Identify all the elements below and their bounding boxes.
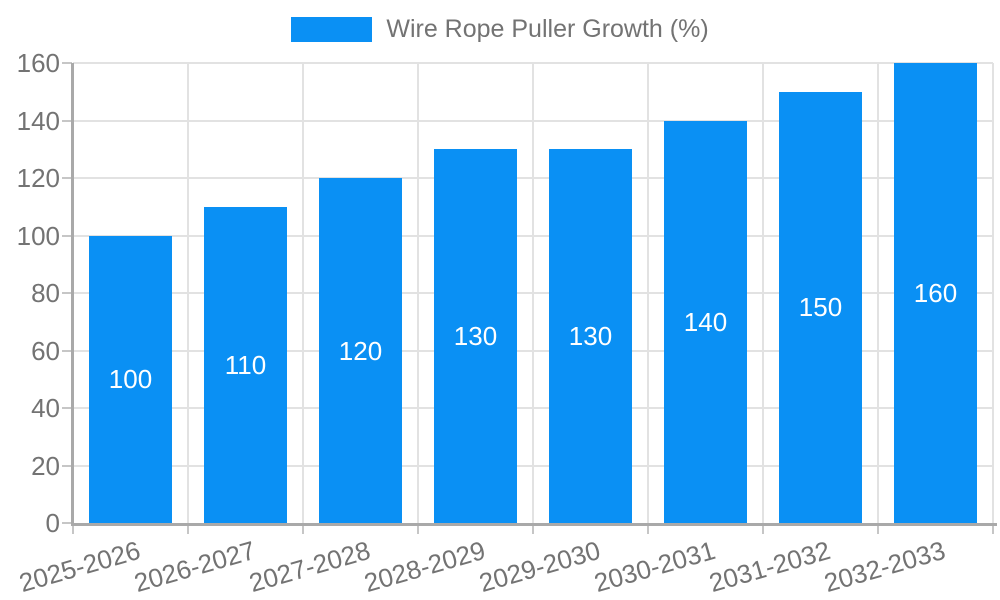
x-gridline — [762, 63, 764, 523]
y-tick-mark — [62, 62, 72, 64]
y-tick-label: 20 — [31, 450, 60, 481]
bar — [204, 206, 287, 523]
x-tick-mark — [762, 523, 764, 534]
bar-value-label: 100 — [108, 364, 153, 395]
y-tick-label: 80 — [31, 278, 60, 308]
x-gridline — [187, 63, 189, 523]
x-tick-mark — [992, 523, 994, 534]
x-tick-mark — [417, 523, 419, 534]
x-tick-mark — [72, 523, 74, 534]
x-gridline — [417, 63, 419, 523]
x-gridline — [647, 63, 649, 523]
y-tick-label: 100 — [16, 220, 60, 251]
x-tick-mark — [647, 523, 649, 534]
x-axis-line — [71, 523, 997, 526]
x-tick-mark — [302, 523, 304, 534]
x-gridline — [877, 63, 879, 523]
x-gridline — [532, 63, 534, 523]
bar — [319, 178, 402, 523]
x-gridline — [302, 63, 304, 523]
bar-value-label: 160 — [913, 278, 958, 308]
y-axis-line — [71, 63, 74, 525]
bar — [549, 149, 632, 523]
bar — [434, 149, 517, 523]
chart-legend: Wire Rope Puller Growth (%) — [0, 15, 1000, 44]
y-tick-label: 40 — [31, 393, 60, 423]
bar — [89, 235, 172, 523]
bar-value-label: 130 — [453, 321, 498, 352]
x-gridline — [992, 63, 994, 523]
bar-value-label: 140 — [683, 306, 728, 337]
y-tick-mark — [62, 349, 72, 352]
bar-value-label: 120 — [338, 335, 383, 366]
y-tick-label: 140 — [16, 105, 60, 136]
y-tick-mark — [62, 177, 72, 179]
bar-value-label: 110 — [224, 349, 267, 380]
y-tick-mark — [62, 464, 72, 467]
x-tick-mark — [877, 523, 879, 534]
y-tick-label: 0 — [45, 508, 60, 538]
y-tick-mark — [62, 234, 72, 237]
bar — [894, 63, 977, 523]
legend-swatch — [291, 17, 373, 42]
y-tick-label: 160 — [16, 48, 60, 78]
y-tick-mark — [62, 292, 72, 294]
bar-value-label: 130 — [568, 321, 613, 352]
bar — [779, 91, 862, 523]
legend-label: Wire Rope Puller Growth (%) — [386, 15, 709, 43]
bar — [664, 120, 747, 523]
bar-value-label: 150 — [798, 292, 843, 323]
y-tick-mark — [62, 522, 72, 524]
y-tick-label: 120 — [16, 163, 60, 193]
y-tick-label: 60 — [31, 335, 60, 366]
x-tick-mark — [532, 523, 534, 534]
x-tick-mark — [187, 523, 189, 534]
y-tick-mark — [62, 119, 72, 122]
y-tick-mark — [62, 407, 72, 409]
